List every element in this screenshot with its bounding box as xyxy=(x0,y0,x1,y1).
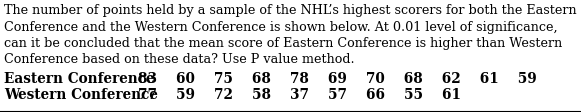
Text: Conference based on these data? Use P value method.: Conference based on these data? Use P va… xyxy=(4,53,354,66)
Text: Western Conference: Western Conference xyxy=(4,88,158,102)
Text: Eastern Conference: Eastern Conference xyxy=(4,71,155,85)
Text: The number of points held by a sample of the NHL’s highest scorers for both the : The number of points held by a sample of… xyxy=(4,4,576,17)
Text: 83    60    75    68    78    69    70    68    62    61    59: 83 60 75 68 78 69 70 68 62 61 59 xyxy=(138,71,537,85)
Text: 77    59    72    58    37    57    66    55    61: 77 59 72 58 37 57 66 55 61 xyxy=(138,88,461,102)
Text: Conference and the Western Conference is shown below. At 0.01 level of significa: Conference and the Western Conference is… xyxy=(4,20,558,33)
Text: can it be concluded that the mean score of Eastern Conference is higher than Wes: can it be concluded that the mean score … xyxy=(4,37,562,50)
